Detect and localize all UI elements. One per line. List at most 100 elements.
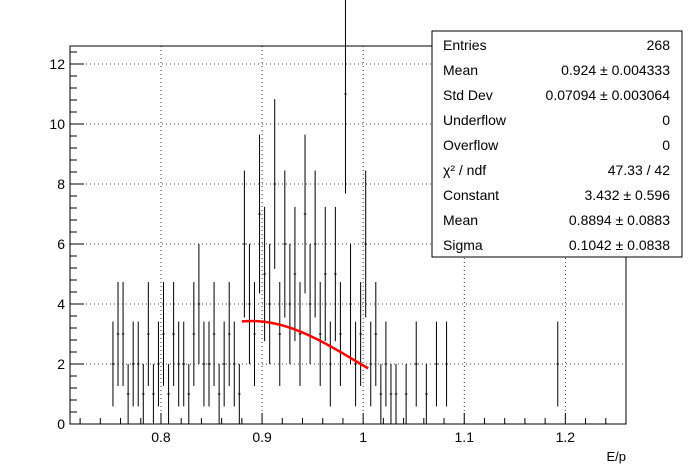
- histogram-bin: [162, 282, 165, 386]
- stats-value: 0.8894 ± 0.0883: [569, 212, 670, 228]
- x-tick-label: 1.2: [556, 429, 576, 445]
- histogram-bin: [318, 282, 322, 386]
- histogram-bin: [253, 282, 256, 386]
- x-tick-label: 1: [359, 429, 367, 445]
- y-tick-label: 8: [57, 176, 65, 192]
- y-tick-label: 10: [49, 116, 65, 132]
- histogram-bin: [354, 321, 357, 407]
- histogram-bin: [384, 321, 388, 407]
- histogram-bin: [152, 364, 155, 424]
- histogram-bin: [222, 321, 226, 407]
- histogram-bin: [212, 282, 216, 386]
- histogram-bin: [111, 321, 115, 407]
- histogram-bin: [288, 244, 292, 364]
- histogram-bin: [217, 364, 221, 424]
- histogram-bin: [238, 364, 241, 424]
- histogram-bin: [147, 282, 150, 386]
- stats-row: Mean 0.8894 ± 0.0883: [443, 212, 670, 228]
- x-tick-label: 1.1: [455, 429, 475, 445]
- histogram-bin: [359, 282, 362, 386]
- histogram-bin: [233, 321, 236, 407]
- histogram-bin: [445, 321, 448, 407]
- axes: 0.8 0.9 1 1.1 1.2 0 2 4 6 8 10 12: [49, 51, 607, 445]
- gaussian-fit-curve: [241, 319, 369, 370]
- stats-row: Constant 3.432 ± 0.596: [443, 187, 670, 203]
- histogram-bin: [389, 364, 393, 424]
- histogram-bin: [182, 321, 185, 407]
- histogram-bin: [334, 206, 337, 342]
- histogram-bin: [177, 321, 180, 407]
- stats-row: Std Dev 0.07094 ± 0.003064: [443, 87, 670, 103]
- histogram-bin: [323, 206, 327, 342]
- x-axis-title: E/p: [606, 449, 626, 464]
- histogram-bin: [136, 321, 140, 407]
- histogram-bin: [374, 282, 378, 386]
- histogram-bin: [339, 282, 342, 386]
- histogram-bin: [187, 364, 191, 424]
- stats-label: Std Dev: [443, 87, 493, 103]
- histogram-bin: [172, 282, 175, 386]
- histogram-bin: [329, 321, 332, 407]
- histogram-bin: [369, 321, 373, 407]
- histogram-bin: [207, 321, 211, 407]
- histogram-bin: [243, 170, 246, 318]
- histogram-bin: [268, 244, 271, 364]
- histogram-bin: [293, 206, 297, 342]
- histogram-bin: [313, 170, 317, 318]
- histogram-bin: [379, 364, 383, 424]
- stats-value: 0.1042 ± 0.0838: [569, 237, 670, 253]
- stats-label: Mean: [443, 212, 478, 228]
- y-tick-label: 2: [57, 356, 65, 372]
- stats-label: χ² / ndf: [443, 162, 486, 178]
- stats-label: Sigma: [443, 237, 483, 253]
- histogram-bin: [273, 99, 276, 269]
- histogram-bin: [227, 282, 231, 386]
- histogram-bins: [111, 0, 560, 424]
- histogram-bin: [425, 364, 428, 424]
- stats-row: Underflow 0: [443, 112, 670, 128]
- histogram-bin: [394, 364, 398, 424]
- stats-label: Constant: [443, 187, 499, 203]
- histogram-bin: [248, 244, 251, 364]
- stats-row: χ² / ndf 47.33 / 42: [443, 162, 670, 178]
- histogram-bin: [192, 282, 196, 386]
- stats-value: 0: [662, 137, 670, 153]
- histogram-bin: [435, 321, 438, 407]
- histogram-bin: [126, 364, 130, 424]
- y-tick-label: 0: [57, 416, 65, 432]
- histogram-bin: [278, 282, 282, 386]
- histogram-bin: [283, 170, 287, 318]
- stats-row: Sigma 0.1042 ± 0.0838: [443, 237, 670, 253]
- histogram-bin: [308, 244, 312, 364]
- histogram-bin: [142, 364, 145, 424]
- x-tick-label: 0.8: [151, 429, 171, 445]
- histogram-bin: [414, 321, 418, 407]
- histogram-bin: [116, 282, 120, 386]
- stats-value: 0: [662, 112, 670, 128]
- histogram-bin: [344, 0, 347, 194]
- histogram-bin: [197, 244, 201, 364]
- stats-label: Entries: [443, 37, 487, 53]
- histogram-bin: [404, 364, 408, 424]
- stats-label: Mean: [443, 62, 478, 78]
- histogram-bin: [258, 134, 261, 294]
- stats-label: Overflow: [443, 137, 499, 153]
- histogram-bin: [263, 206, 266, 342]
- stats-value: 268: [647, 37, 671, 53]
- y-tick-label: 6: [57, 236, 65, 252]
- x-tick-label: 0.9: [252, 429, 272, 445]
- stats-value: 47.33 / 42: [608, 162, 670, 178]
- stats-value: 0.924 ± 0.004333: [561, 62, 670, 78]
- histogram-bin: [167, 364, 170, 424]
- stats-label: Underflow: [443, 112, 507, 128]
- stats-value: 3.432 ± 0.596: [584, 187, 670, 203]
- stats-row: Entries 268: [443, 37, 670, 53]
- y-tick-label: 12: [49, 56, 65, 72]
- y-tick-label: 4: [57, 296, 65, 312]
- stats-value: 0.07094 ± 0.003064: [546, 87, 671, 103]
- stats-row: Overflow 0: [443, 137, 670, 153]
- stats-box-frame: [431, 30, 683, 258]
- histogram-bin: [121, 282, 125, 386]
- histogram-bin: [349, 244, 352, 364]
